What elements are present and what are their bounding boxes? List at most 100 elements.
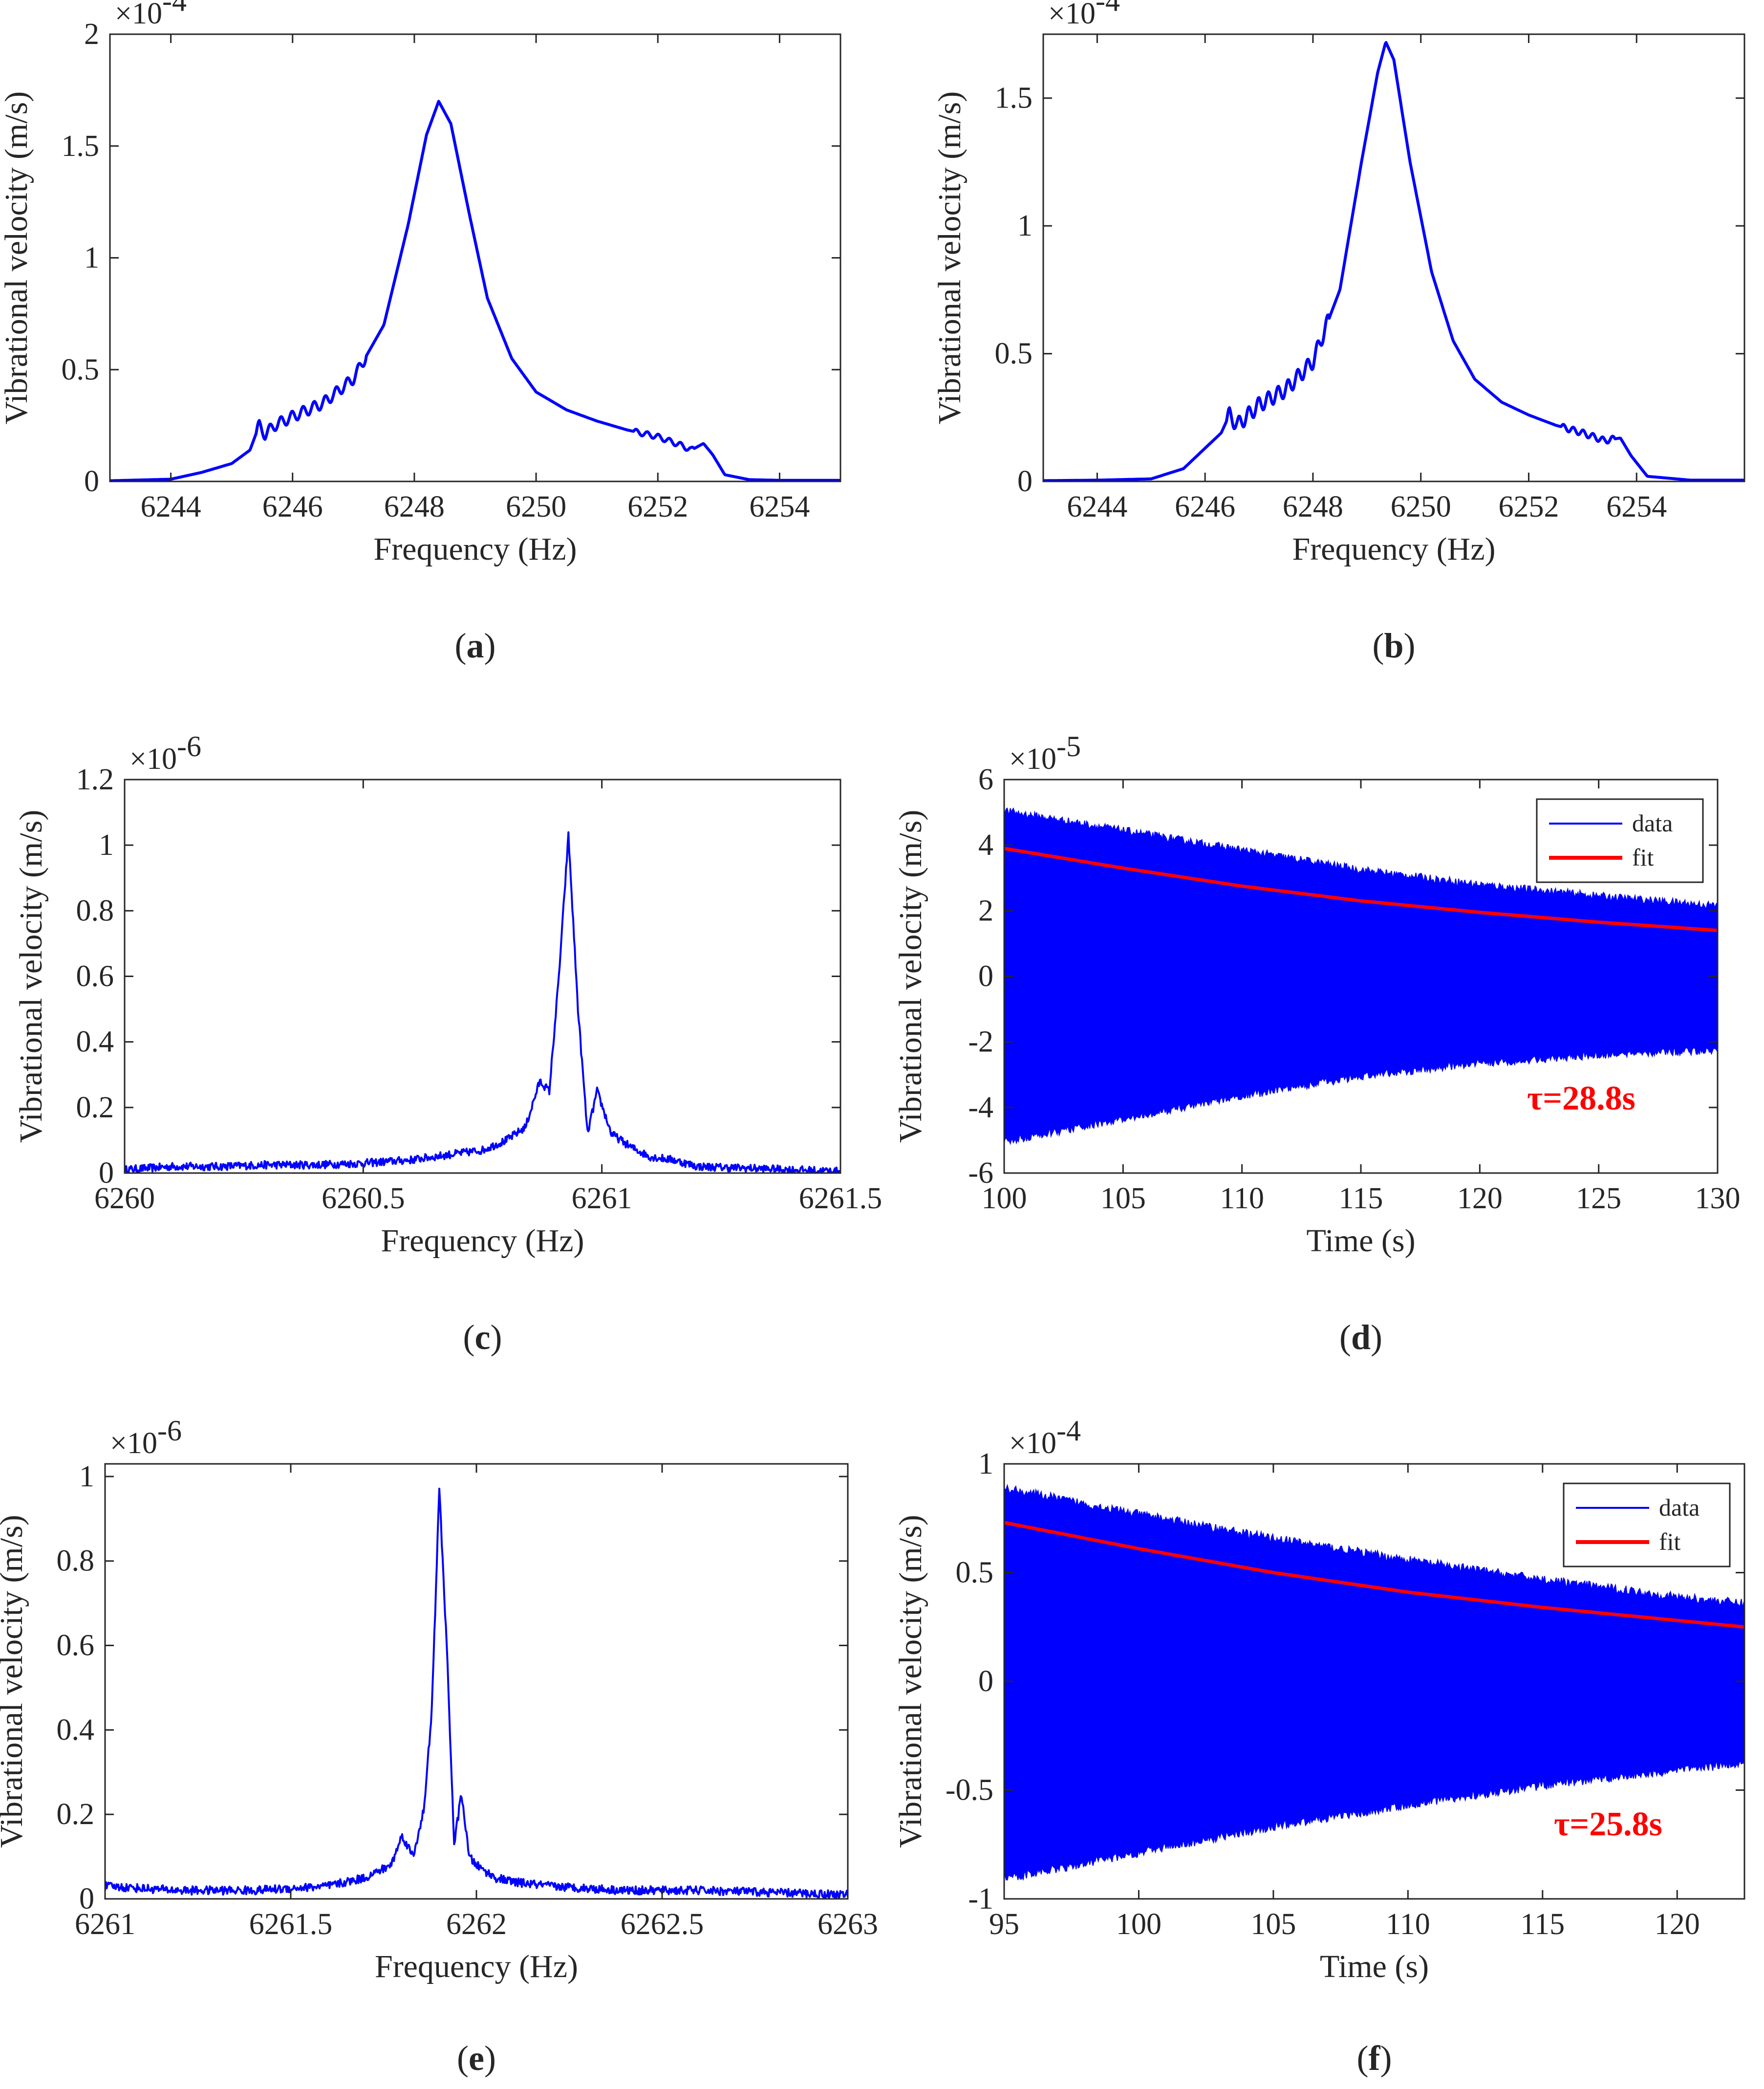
- y-axis-label-d: Vibrational velocity (m/s): [893, 810, 928, 1143]
- axes-frame-e: [104, 1463, 849, 1900]
- x-tick-label-e: 6262.5: [621, 1908, 704, 1941]
- x-tick-label-c: 6261: [572, 1182, 632, 1215]
- legend-entry-data: data: [1659, 1494, 1699, 1521]
- legend-entry-fit: fit: [1659, 1528, 1681, 1555]
- y-tick-label-c: 1: [99, 828, 114, 862]
- y-tick-label-f: -1: [968, 1882, 993, 1915]
- x-tick-label-f: 110: [1386, 1908, 1430, 1941]
- x-axis-label-b: Frequency (Hz): [1292, 531, 1496, 567]
- x-tick-label-d: 130: [1695, 1182, 1741, 1215]
- panel-label-e: (e): [457, 2039, 496, 2078]
- x-tick-label-f: 120: [1655, 1908, 1700, 1941]
- x-tick-label-e: 6261: [75, 1908, 135, 1941]
- axes-frame-a: [109, 33, 841, 482]
- axis-exponent-f: ×10-4: [1009, 1414, 1081, 1460]
- plot-area-c: [125, 831, 840, 1173]
- y-tick-label-a: 0.5: [62, 353, 100, 386]
- x-tick-label-a: 6252: [627, 490, 688, 523]
- x-tick-label-b: 6250: [1391, 490, 1451, 523]
- y-tick-label-a: 2: [84, 18, 99, 51]
- y-tick-label-d: 4: [978, 828, 993, 862]
- y-axis-label-c: Vibrational velocity (m/s): [13, 810, 49, 1143]
- y-tick-label-e: 0.6: [57, 1629, 95, 1662]
- axes-frame-c: [124, 779, 841, 1174]
- x-tick-label-f: 105: [1250, 1908, 1296, 1941]
- y-tick-label-e: 0: [79, 1882, 94, 1915]
- y-tick-label-b: 1.5: [995, 82, 1033, 115]
- axes-frame-b: [1042, 33, 1745, 482]
- panel-label-f: (f): [1357, 2039, 1392, 2078]
- plot-area-e: [105, 1487, 848, 1899]
- y-tick-label-b: 0.5: [995, 337, 1033, 370]
- series-line-e: [105, 1487, 848, 1899]
- y-tick-label-e: 0.8: [57, 1545, 95, 1578]
- legend-f: data fit: [1563, 1482, 1731, 1567]
- fit-line-f: [1004, 1521, 1744, 1629]
- x-tick-label-c: 6260.5: [322, 1182, 405, 1215]
- axis-exponent-b: ×10-4: [1048, 0, 1120, 30]
- x-tick-label-e: 6261.5: [249, 1908, 333, 1941]
- y-tick-label-e: 0.2: [57, 1798, 95, 1831]
- x-axis-label-c: Frequency (Hz): [381, 1223, 584, 1259]
- x-tick-label-a: 6246: [262, 490, 323, 523]
- chart-panel-a: 6244 6246 6248 6250 6252 6254 0 0.5 1 1.5 2 ×10-4 Fr…: [0, 0, 841, 665]
- chart-panel-c: 6260 6260.5 6261 6261.5 0 0.2 0.4 0.6 0.8 1 1.2 ×10…: [13, 730, 882, 1357]
- chart-panel-b: 6244 6246 6248 6250 6252 6254 0 0.5 1 1.5 ×10-4 Fre…: [932, 0, 1745, 665]
- x-tick-label-b: 6244: [1067, 490, 1127, 523]
- y-tick-label-d: -6: [968, 1156, 993, 1190]
- legend-entry-fit: fit: [1632, 844, 1654, 871]
- chart-panel-f: 95 100 105 110 115 120 -1 -0.5 0 0.5 1 ×10-4 Time (s…: [893, 1414, 1745, 2078]
- x-axis-label-a: Frequency (Hz): [374, 531, 577, 567]
- x-tick-label-a: 6254: [749, 490, 810, 523]
- x-tick-label-d: 120: [1457, 1182, 1503, 1215]
- y-tick-label-c: 0: [99, 1156, 114, 1190]
- x-tick-label-d: 110: [1220, 1182, 1264, 1215]
- y-tick-label-c: 0.6: [76, 960, 114, 993]
- y-tick-label-d: 2: [978, 894, 993, 927]
- x-axis-label-f: Time (s): [1320, 1949, 1429, 1984]
- axis-exponent-c: ×10-6: [129, 730, 201, 776]
- x-tick-label-e: 6263: [817, 1908, 878, 1941]
- chart-panel-e: 6261 6261.5 6262 6262.5 6263 0 0.2 0.4 0.6 0.8 1 ×1…: [0, 1414, 878, 2078]
- axis-exponent-e: ×10-6: [110, 1414, 182, 1460]
- x-tick-label-a: 6250: [506, 490, 566, 523]
- x-tick-label-d: 115: [1339, 1182, 1383, 1215]
- legend-d: data fit: [1536, 798, 1704, 883]
- y-axis-label-b: Vibrational velocity (m/s): [932, 91, 968, 425]
- y-tick-label-d: 0: [978, 960, 993, 993]
- y-tick-label-a: 1: [84, 241, 99, 275]
- series-line-a: [110, 100, 840, 481]
- y-tick-label-f: -0.5: [946, 1774, 993, 1807]
- plot-area-f: [1004, 1483, 1744, 1881]
- y-tick-label-e: 0.4: [57, 1713, 95, 1746]
- fit-line-d: [1004, 847, 1718, 933]
- panel-label-a: (a): [455, 626, 496, 665]
- x-tick-label-d: 125: [1576, 1182, 1621, 1215]
- plot-area-d: [1004, 807, 1718, 1145]
- y-tick-label-d: 6: [978, 763, 993, 796]
- x-tick-label-b: 6254: [1606, 490, 1667, 523]
- y-tick-label-f: 1: [978, 1447, 993, 1480]
- y-tick-label-a: 1.5: [62, 130, 100, 163]
- y-axis-label-a: Vibrational velocity (m/s): [0, 91, 34, 425]
- y-tick-label-a: 0: [84, 465, 99, 498]
- x-tick-label-f: 100: [1116, 1908, 1162, 1941]
- x-tick-label-d: 100: [982, 1182, 1027, 1215]
- x-tick-label-a: 6248: [384, 490, 445, 523]
- panel-label-b: (b): [1372, 626, 1415, 665]
- series-line-b: [1043, 41, 1744, 481]
- y-tick-label-b: 0: [1017, 465, 1033, 498]
- x-axis-label-d: Time (s): [1306, 1223, 1415, 1259]
- chart-panel-d: 100 105 110 115 120 125 130 -6 -4 -2 0 2 4 6 ×10-5 Time…: [893, 730, 1741, 1357]
- panel-label-d: (d): [1339, 1318, 1382, 1357]
- x-tick-label-c: 6260: [94, 1182, 155, 1215]
- y-tick-label-f: 0: [978, 1665, 993, 1698]
- tau-annotation-f: τ=25.8s: [1554, 1806, 1662, 1843]
- y-axis-label-f: Vibrational velocity (m/s): [893, 1515, 928, 1848]
- data-signal-f: [1004, 1483, 1744, 1881]
- x-tick-label-b: 6248: [1283, 490, 1343, 523]
- plot-area-a: [110, 100, 840, 481]
- panel-label-c: (c): [463, 1318, 502, 1357]
- tau-annotation-d: τ=28.8s: [1527, 1080, 1635, 1117]
